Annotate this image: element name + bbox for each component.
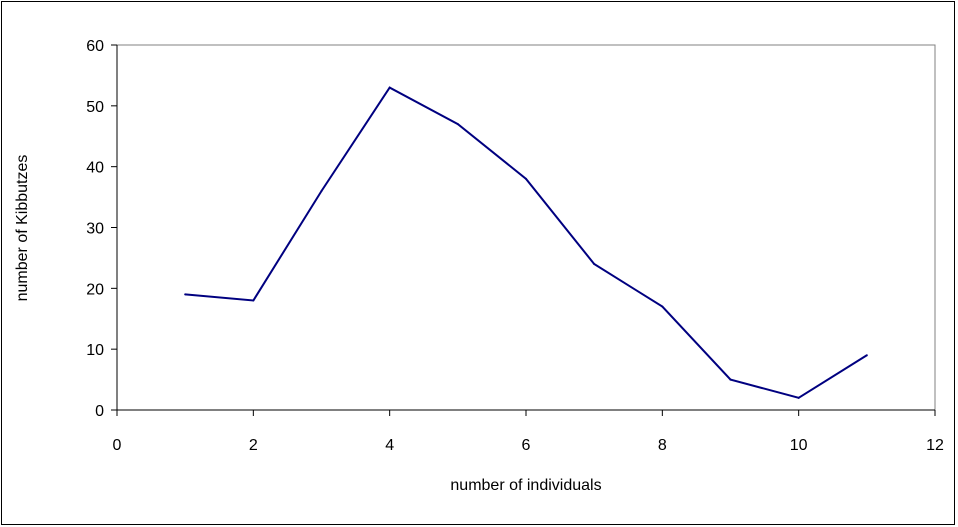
data-point [729, 378, 732, 381]
x-tick-label: 2 [249, 437, 258, 454]
y-axis: 0 10 20 30 40 50 60 [86, 38, 118, 420]
data-point [865, 354, 868, 357]
data-point [797, 396, 800, 399]
plot-area [116, 44, 936, 411]
x-tick-label: 4 [385, 437, 394, 454]
x-tick-label: 12 [926, 437, 944, 454]
data-point [388, 86, 391, 89]
y-tick-label: 20 [86, 281, 104, 298]
x-axis-title: number of individuals [450, 477, 601, 494]
series-line [185, 86, 868, 399]
series-layer [184, 86, 868, 399]
y-tick-label: 10 [86, 342, 104, 359]
x-tick-label: 8 [658, 437, 667, 454]
data-point [252, 299, 255, 302]
data-point [593, 263, 596, 265]
x-tick-label: 0 [113, 437, 122, 454]
y-axis-title: number of Kibbutzes [14, 155, 31, 302]
y-tick-label: 0 [95, 403, 104, 420]
y-tick-label: 60 [86, 38, 104, 55]
data-point [320, 190, 323, 192]
y-tick-label: 30 [86, 221, 104, 238]
data-point [661, 305, 664, 308]
x-axis: 0 2 4 6 8 10 12 [113, 409, 944, 454]
x-tick-label: 6 [522, 437, 531, 454]
data-point [456, 123, 459, 126]
data-point [184, 293, 187, 296]
x-tick-label: 10 [790, 437, 808, 454]
data-point [525, 177, 527, 180]
y-tick-label: 40 [86, 160, 104, 177]
y-tick-label: 50 [86, 99, 104, 116]
